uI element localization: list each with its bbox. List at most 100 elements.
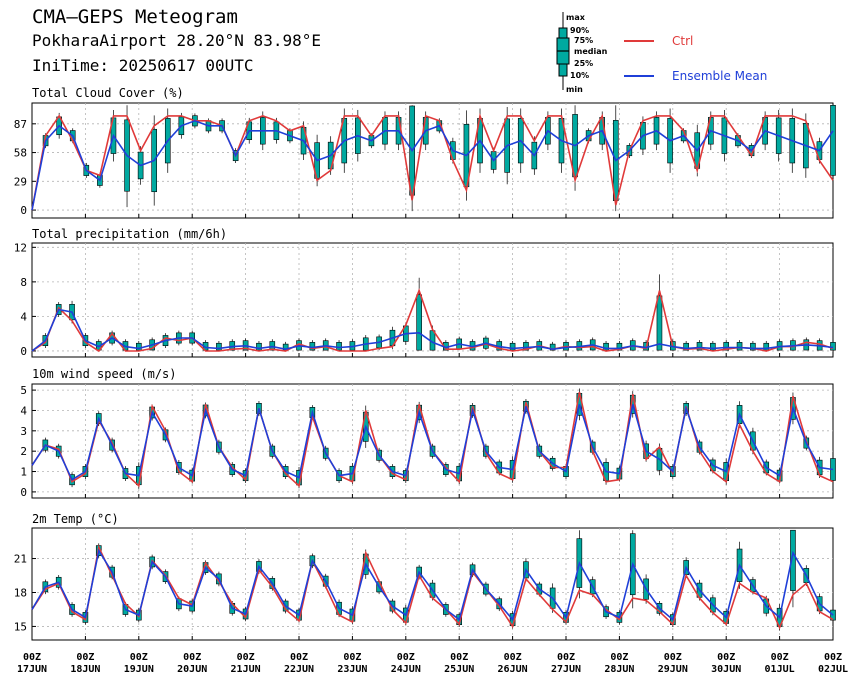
ensemble-box (750, 342, 756, 351)
ensemble-box (656, 295, 663, 351)
ensemble-box (763, 342, 770, 351)
panel-title: Total precipitation (mm/6h) (32, 227, 227, 241)
legend-label-median: median (574, 47, 608, 56)
x-tick-label-date: 26JUN (498, 664, 528, 675)
ctrl-line (31, 288, 834, 353)
y-tick-label: 3 (20, 425, 27, 438)
ensemble-box (723, 342, 730, 351)
ensemble-box (256, 342, 262, 351)
panel-title: 2m Temp (°C) (32, 512, 119, 526)
x-tick-label-hour: 00Z (504, 652, 522, 663)
x-tick-label-date: 21JUN (231, 664, 261, 675)
x-tick-label-date: 18JUN (70, 664, 100, 675)
panel-frame (31, 242, 834, 358)
x-tick-label-date: 01JUL (765, 664, 795, 675)
y-tick-label: 5 (20, 384, 27, 397)
meteogram-title: CMA–GEPS Meteogram (32, 6, 238, 28)
panel-title: Total Cloud Cover (%) (32, 86, 184, 100)
x-tick-label-date: 20JUN (177, 664, 207, 675)
ensemble-box (309, 342, 316, 351)
ensemble-box (696, 342, 703, 351)
chart-legend: max 90% 75% median 25% 10% min Ctrl Ense… (556, 12, 767, 94)
legend-label-max: max (566, 13, 586, 22)
ensemble-mean-line (31, 119, 834, 211)
ensemble-mean-line (31, 548, 834, 622)
y-tick-label: 12 (14, 241, 27, 254)
x-tick-label-hour: 00Z (183, 652, 201, 663)
x-tick-label-hour: 00Z (290, 652, 308, 663)
x-tick-label-hour: 00Z (664, 652, 682, 663)
x-tick-label-hour: 00Z (23, 652, 41, 663)
y-tick-label: 21 (14, 553, 27, 566)
ensemble-box (736, 342, 743, 351)
ensemble-box (830, 342, 836, 351)
meteogram-header: CMA–GEPS Meteogram PokharaAirport 28.20°… (0, 0, 859, 90)
x-tick-label-date: 29JUN (658, 664, 688, 675)
ensemble-box (790, 529, 796, 591)
ensemble-box (830, 609, 836, 621)
y-tick-label: 8 (20, 276, 27, 289)
x-tick-label-hour: 00Z (717, 652, 735, 663)
x-tick-label-hour: 00Z (76, 652, 94, 663)
panel-frame (31, 383, 834, 499)
x-tick-label-hour: 00Z (397, 652, 415, 663)
panel-frame (31, 527, 834, 641)
y-tick-label: 4 (20, 310, 27, 323)
init-time-label: IniTime: 20250617 00UTC (32, 56, 254, 75)
x-tick-label-hour: 00Z (610, 652, 628, 663)
ensemble-box (603, 342, 609, 351)
ensemble-box (216, 342, 222, 351)
panel-title: 10m wind speed (m/s) (32, 367, 177, 381)
legend-label-90: 90% (570, 26, 589, 35)
x-tick-label-date: 24JUN (391, 664, 421, 675)
ensemble-box (616, 342, 623, 351)
x-tick-label-date: 23JUN (337, 664, 367, 675)
ensemble-box (830, 105, 836, 176)
legend-label-10: 10% (570, 71, 589, 80)
y-tick-label: 0 (20, 345, 27, 358)
location-label: PokharaAirport 28.20°N 83.98°E (32, 31, 321, 50)
ensemble-box (416, 294, 422, 351)
y-tick-label: 87 (14, 118, 27, 131)
x-tick-label-hour: 00Z (450, 652, 468, 663)
y-tick-label: 2 (20, 445, 27, 458)
ensemble-box (523, 342, 529, 351)
x-tick-label-date: 27JUN (551, 664, 581, 675)
ensemble-box (509, 342, 516, 351)
y-tick-label: 18 (14, 586, 27, 599)
legend-ctrl-label: Ctrl (672, 34, 693, 48)
y-tick-label: 0 (20, 486, 27, 499)
x-tick-label-hour: 00Z (130, 652, 148, 663)
ensemble-box (336, 342, 342, 351)
ensemble-box (710, 342, 716, 351)
legend-label-min: min (566, 85, 583, 94)
x-tick-label-date: 25JUN (444, 664, 474, 675)
ensemble-box (136, 342, 142, 351)
ensemble-box (683, 342, 689, 351)
x-tick-label-date: 02JUL (818, 664, 848, 675)
x-tick-label-hour: 00Z (237, 652, 255, 663)
ensemble-mean-line (31, 404, 834, 481)
y-tick-label: 1 (20, 466, 27, 479)
legend-label-75: 75% (574, 36, 593, 45)
x-tick-label-date: 19JUN (124, 664, 154, 675)
x-tick-label-hour: 00Z (824, 652, 842, 663)
y-tick-label: 29 (14, 175, 27, 188)
legend-label-25: 25% (574, 59, 593, 68)
x-tick-label-date: 30JUN (711, 664, 741, 675)
x-tick-label-hour: 00Z (771, 652, 789, 663)
y-tick-label: 15 (14, 620, 27, 633)
x-tick-label-hour: 00Z (343, 652, 361, 663)
x-tick-label-date: 22JUN (284, 664, 314, 675)
x-tick-label-date: 17JUN (17, 664, 47, 675)
ensemble-box (549, 343, 556, 351)
y-tick-label: 58 (14, 147, 27, 160)
y-tick-label: 4 (20, 404, 27, 417)
x-tick-label-date: 28JUN (604, 664, 634, 675)
x-tick-label-hour: 00Z (557, 652, 575, 663)
legend-mean-label: Ensemble Mean (672, 69, 767, 83)
ctrl-line (31, 112, 834, 211)
y-tick-label: 0 (20, 204, 27, 217)
ensemble-mean-line (31, 308, 834, 352)
